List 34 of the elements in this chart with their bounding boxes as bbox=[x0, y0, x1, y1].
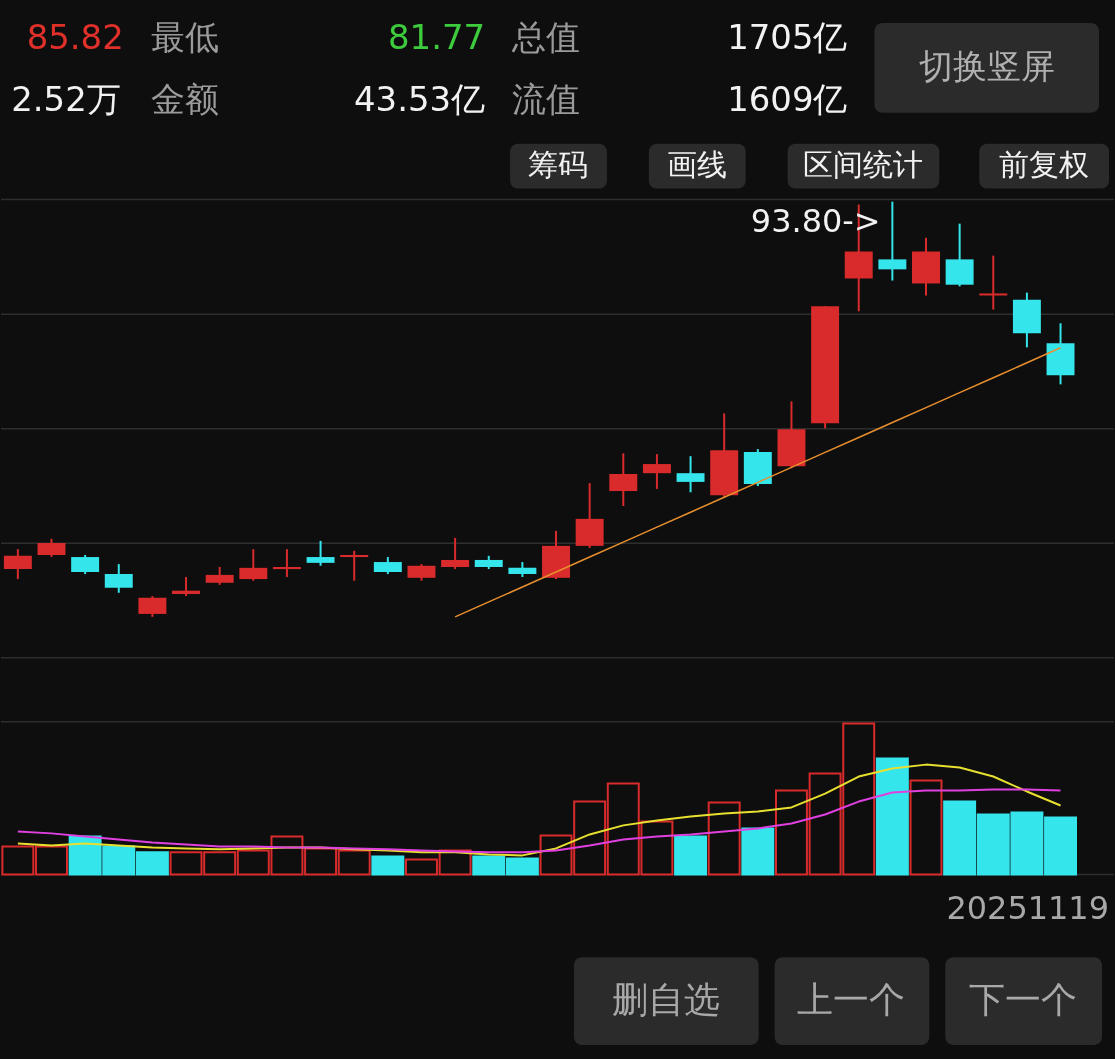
text: 下一个 bbox=[969, 979, 1078, 1021]
text: 前复权 bbox=[999, 146, 1090, 182]
text: 2.52万 bbox=[11, 79, 121, 119]
candlestick bbox=[878, 200, 907, 282]
text: 1705亿 bbox=[727, 17, 848, 57]
candlestick bbox=[676, 455, 705, 494]
text: 切换竖屏 bbox=[919, 46, 1056, 86]
text: 总值 bbox=[511, 17, 581, 57]
candlestick bbox=[441, 536, 470, 571]
text: 区间统计 bbox=[803, 146, 924, 182]
text: 上一个 bbox=[797, 979, 906, 1021]
bar bbox=[674, 835, 708, 876]
bar bbox=[707, 801, 741, 876]
text: 81.77 bbox=[388, 17, 486, 57]
text: 删自选 bbox=[611, 979, 720, 1021]
candlestick bbox=[642, 453, 671, 490]
text: 筹码 bbox=[528, 146, 588, 182]
candlestick bbox=[272, 548, 301, 578]
text: 43.53亿 bbox=[354, 79, 486, 119]
candlestick bbox=[340, 549, 369, 582]
text: 20251119 bbox=[946, 889, 1110, 928]
bar bbox=[741, 827, 775, 876]
text: 流值 bbox=[512, 79, 581, 119]
candlestick bbox=[172, 575, 201, 598]
bar bbox=[909, 779, 943, 876]
text: 金额 bbox=[150, 79, 219, 119]
text: 最低 bbox=[150, 17, 219, 57]
candlestick bbox=[979, 254, 1008, 311]
candlestick bbox=[306, 539, 335, 567]
bar bbox=[875, 757, 909, 876]
text: 1609亿 bbox=[727, 79, 848, 119]
text: 画线 bbox=[666, 146, 727, 182]
bar bbox=[371, 855, 405, 876]
text: 85.82 bbox=[26, 17, 124, 57]
